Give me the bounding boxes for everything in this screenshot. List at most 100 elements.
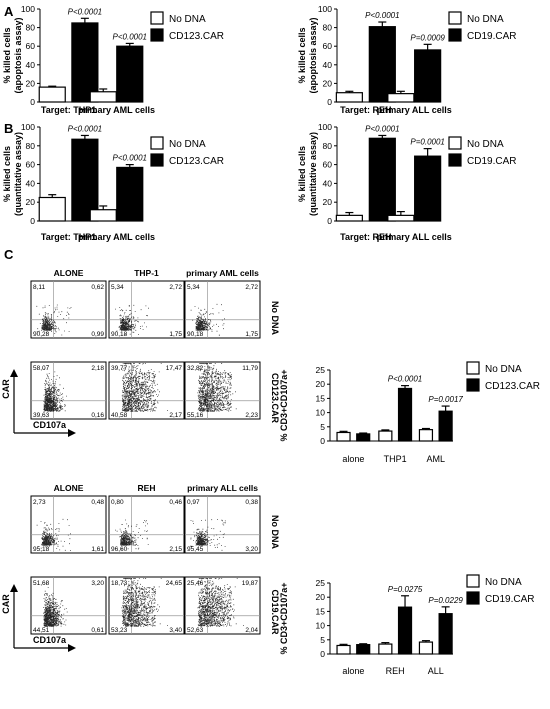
chart-a-right-y-tick-label: 40: [323, 60, 333, 70]
flow-x-label: CD107a: [33, 635, 67, 645]
flow-quadrant-value: 0,62: [91, 284, 104, 291]
chart-a-left-y-tick-label: 0: [30, 97, 35, 107]
chart-c-cd19-y-tick-label: 10: [316, 621, 326, 631]
chart-b-left-legend-swatch: [150, 153, 164, 167]
chart-a-left-bar-car: [116, 45, 144, 103]
chart-b-right-y-tick-label: 20: [323, 197, 333, 207]
chart-a-left-category-label: primary AML cells: [78, 105, 155, 115]
chart-c-cd123-bar-car: [438, 410, 453, 442]
flow-events: [190, 519, 226, 551]
panel-label-b: B: [4, 121, 13, 136]
chart-c-cd123-bar-car: [356, 433, 371, 442]
chart-a-right-legend-label: CD19.CAR: [467, 31, 516, 42]
flow-quadrant-value: 90,18: [111, 331, 128, 338]
chart-c-cd19-y-tick-label: 5: [320, 635, 325, 645]
chart-c-cd19-legend-swatch: [466, 574, 480, 588]
chart-b-right-p-value: P<0.0001: [365, 124, 399, 133]
chart-a-right-legend-swatch: [448, 11, 462, 25]
flow-quadrant-value: 5,34: [111, 284, 124, 291]
chart-b-right-y-axis-label: (quantitative assay): [308, 132, 318, 216]
chart-c-cd123-y-tick-label: 10: [316, 408, 326, 418]
chart-c-cd19-bar-no-dna: [336, 644, 351, 655]
chart-b-left-y-tick-label: 0: [30, 216, 35, 226]
chart-c-cd123-bar-no-dna: [418, 429, 434, 442]
chart-b-left-legend-label: No DNA: [169, 139, 206, 150]
chart-b-left-y-axis-label: (quantitative assay): [13, 132, 23, 216]
chart-b-right-bar-no-dna: [387, 214, 415, 222]
chart-c-cd123-p-value: P=0.0017: [428, 395, 463, 404]
chart-c-cd19-y-tick-label: 25: [316, 578, 326, 588]
flow-row-label: No DNA: [270, 301, 280, 335]
chart-b-left-y-tick-label: 60: [26, 160, 36, 170]
chart-b-left-bar-car: [116, 166, 144, 222]
chart-c-cd123-bar-no-dna: [378, 430, 393, 442]
chart-a-left-y-axis-label: % killed cells: [2, 27, 12, 83]
chart-a-left-category-label: Target: THP1: [41, 105, 96, 115]
flow-plot-frame: [184, 361, 261, 420]
chart-c-cd123-y-tick-label: 0: [320, 436, 325, 446]
flow-events: [115, 519, 149, 550]
chart-a-left-legend-label: CD123.CAR: [169, 31, 224, 42]
panel-label-a: A: [4, 4, 14, 19]
chart-a-left-y-axis-label: (apoptosis assay): [13, 17, 23, 93]
chart-b-left-y-tick-label: 20: [26, 197, 36, 207]
chart-b-left-y-tick-label: 80: [26, 141, 36, 151]
panel-label-c: C: [4, 247, 14, 262]
chart-a-right-bar-no-dna: [387, 93, 415, 103]
chart-b-right-y-axis-label: % killed cells: [297, 146, 307, 202]
chart-b-left-y-tick-label: 40: [26, 178, 36, 188]
flow-events: [36, 518, 71, 551]
chart-a-left-y-tick-label: 40: [26, 60, 36, 70]
flow-quadrant-value: 0,61: [91, 627, 104, 634]
chart-a-right-bar-no-dna: [335, 92, 363, 103]
flow-plot: [184, 280, 261, 339]
chart-b-left-bar-car: [71, 138, 99, 222]
chart-c-cd123-bar-no-dna: [336, 431, 351, 442]
chart-c-cd19-p-value: P=0.0275: [388, 585, 423, 594]
flow-column-title: REH: [138, 483, 156, 493]
flow-plot-frame: [108, 361, 185, 420]
chart-a-left-y-tick-label: 80: [26, 23, 36, 33]
chart-b-right-bar-car: [368, 137, 396, 222]
flow-plot: [30, 576, 107, 635]
chart-c-cd19-category-label: REH: [386, 666, 405, 676]
flow-quadrant-value: 2,72: [245, 284, 258, 291]
chart-c-cd19-y-tick-label: 20: [316, 592, 326, 602]
chart-c-cd123-y-tick-label: 20: [316, 379, 326, 389]
flow-plot: [184, 576, 261, 635]
flow-plot: [108, 280, 185, 339]
chart-b-right-category-label: primary ALL cells: [377, 232, 452, 242]
chart-a-right-bar-car: [414, 49, 442, 103]
chart-a-right-y-tick-label: 60: [323, 41, 333, 51]
flow-quadrant-value: 40,58: [111, 412, 128, 419]
chart-c-cd123-legend-swatch: [466, 361, 480, 375]
flow-quadrant-value: 2,04: [245, 627, 258, 634]
chart-b-left-bar-no-dna: [38, 196, 66, 222]
chart-a-right-y-tick-label: 20: [323, 78, 333, 88]
flow-row-label: No DNA: [270, 515, 280, 549]
chart-b-left-category-label: primary AML cells: [78, 232, 155, 242]
flow-quadrant-value: 1,75: [245, 331, 258, 338]
flow-quadrant-value: 2,17: [169, 412, 182, 419]
flow-quadrant-value: 90,28: [33, 331, 50, 338]
flow-quadrant-value: 25,46: [187, 580, 204, 587]
chart-c-cd19-legend-swatch: [466, 591, 480, 605]
flow-quadrant-value: 52,63: [187, 627, 204, 634]
flow-quadrant-value: 19,87: [242, 580, 259, 587]
flow-column-title: THP-1: [134, 268, 159, 278]
chart-a-right-p-value: P=0.0009: [410, 33, 445, 42]
flow-quadrant-value: 53,23: [111, 627, 128, 634]
chart-a-left-legend-swatch: [150, 28, 164, 42]
chart-c-cd19-p-value: P=0.0229: [428, 596, 463, 605]
chart-a-left-p-value: P<0.0001: [113, 32, 147, 41]
flow-quadrant-value: 1,61: [91, 546, 104, 553]
flow-quadrant-value: 39,77: [111, 365, 128, 372]
chart-a-left-legend-label: No DNA: [169, 14, 206, 25]
flow-quadrant-value: 95,18: [33, 546, 50, 553]
flow-quadrant-value: 32,82: [187, 365, 204, 372]
chart-b-left-y-tick-label: 100: [21, 122, 35, 132]
chart-c-cd123-legend-swatch: [466, 378, 480, 392]
flow-x-arrowhead: [68, 429, 76, 437]
flow-quadrant-value: 2,73: [33, 499, 46, 506]
